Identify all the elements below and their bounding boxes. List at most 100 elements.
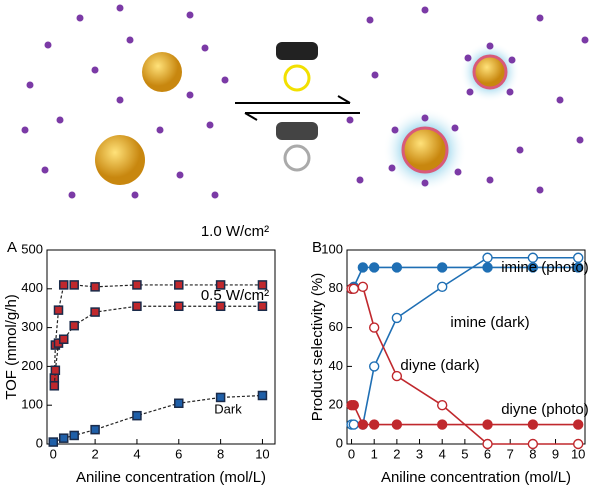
- marker: [573, 252, 584, 263]
- series-label: imine (photo): [501, 259, 589, 276]
- marker: [174, 398, 184, 409]
- marker: [132, 410, 142, 421]
- series-label: diyne (photo): [501, 401, 589, 418]
- x-tick-label: 4: [133, 446, 140, 461]
- marker: [391, 370, 403, 382]
- series-label: 1.0 W/cm²: [201, 223, 269, 240]
- marker: [257, 301, 268, 312]
- equilibrium-arrows: [235, 95, 360, 121]
- x-tick-label: 0: [50, 446, 57, 461]
- x-tick-label: 10: [255, 446, 269, 461]
- x-tick-label: 0: [348, 446, 355, 461]
- y-tick-label: 100: [321, 241, 343, 256]
- marker: [348, 419, 359, 430]
- marker: [573, 419, 584, 430]
- y-tick-label: 20: [329, 397, 343, 412]
- marker: [215, 280, 226, 290]
- marker: [357, 281, 369, 293]
- marker: [215, 301, 226, 312]
- plot-frame: [46, 249, 276, 445]
- marker: [174, 301, 184, 312]
- y-tick-label: 200: [21, 358, 43, 373]
- marker: [482, 419, 493, 430]
- y-tick-label: 100: [21, 397, 43, 412]
- plot-frame: [346, 249, 586, 445]
- marker: [132, 301, 142, 312]
- marker: [348, 283, 359, 294]
- x-axis-label: Aniline concentration (mol/L): [76, 469, 266, 486]
- marker: [348, 400, 359, 411]
- marker: [391, 312, 403, 324]
- illustration: [21, 4, 589, 199]
- marker: [527, 438, 539, 450]
- y-axis-label: Product selectivity (%): [309, 273, 326, 421]
- marker: [437, 262, 448, 273]
- y-axis-label: TOF (mmol/g/h): [3, 294, 20, 400]
- marker: [369, 262, 380, 273]
- lamp-off: [276, 122, 318, 172]
- marker: [132, 280, 142, 290]
- x-tick-label: 6: [175, 446, 182, 461]
- marker: [90, 424, 100, 435]
- panel-label: A: [7, 239, 17, 256]
- series-label: Dark: [214, 401, 242, 416]
- marker: [49, 381, 60, 391]
- x-tick-label: 8: [529, 446, 536, 461]
- x-tick-label: 8: [217, 446, 224, 461]
- marker: [391, 419, 403, 430]
- y-tick-label: 80: [329, 280, 343, 295]
- y-tick-label: 0: [36, 435, 43, 450]
- y-tick-label: 400: [21, 280, 43, 295]
- x-tick-label: 1: [371, 446, 378, 461]
- series-line: [53, 284, 263, 379]
- x-tick-label: 7: [507, 446, 514, 461]
- marker: [357, 419, 369, 430]
- series-label: imine (dark): [450, 314, 529, 331]
- x-tick-label: 6: [484, 446, 491, 461]
- y-tick-label: 0: [336, 435, 343, 450]
- marker: [90, 307, 100, 317]
- series-label: 0.5 W/cm²: [201, 287, 269, 304]
- x-tick-label: 4: [439, 446, 446, 461]
- x-tick-label: 9: [552, 446, 559, 461]
- series-line: [53, 305, 263, 386]
- y-tick-label: 500: [21, 241, 43, 256]
- marker: [527, 252, 539, 263]
- marker: [437, 281, 448, 293]
- marker: [573, 438, 584, 450]
- marker: [50, 365, 61, 376]
- marker: [174, 280, 184, 290]
- y-tick-label: 40: [329, 358, 343, 373]
- marker: [69, 280, 79, 290]
- marker: [69, 430, 79, 441]
- x-tick-label: 2: [91, 446, 98, 461]
- marker: [369, 322, 380, 333]
- marker: [437, 400, 448, 411]
- y-tick-label: 60: [329, 319, 343, 334]
- panel-label: B: [312, 239, 322, 256]
- x-axis-label: Aniline concentration (mol/L): [381, 469, 571, 486]
- marker: [257, 280, 268, 290]
- y-tick-label: 300: [21, 319, 43, 334]
- marker: [69, 320, 79, 331]
- marker: [482, 438, 493, 450]
- x-tick-label: 3: [416, 446, 423, 461]
- marker: [482, 262, 493, 273]
- marker: [257, 390, 268, 401]
- molecules: [21, 4, 589, 199]
- marker: [90, 282, 100, 292]
- marker: [58, 433, 69, 443]
- x-tick-label: 2: [393, 446, 400, 461]
- marker: [482, 252, 493, 263]
- series-line: [351, 256, 579, 426]
- marker: [391, 262, 403, 273]
- marker: [527, 419, 539, 430]
- marker: [58, 334, 69, 344]
- lamp-on: [276, 42, 318, 92]
- marker: [48, 437, 59, 447]
- marker: [357, 262, 369, 273]
- series-label: diyne (dark): [400, 357, 479, 374]
- marker: [437, 419, 448, 430]
- marker: [369, 419, 380, 430]
